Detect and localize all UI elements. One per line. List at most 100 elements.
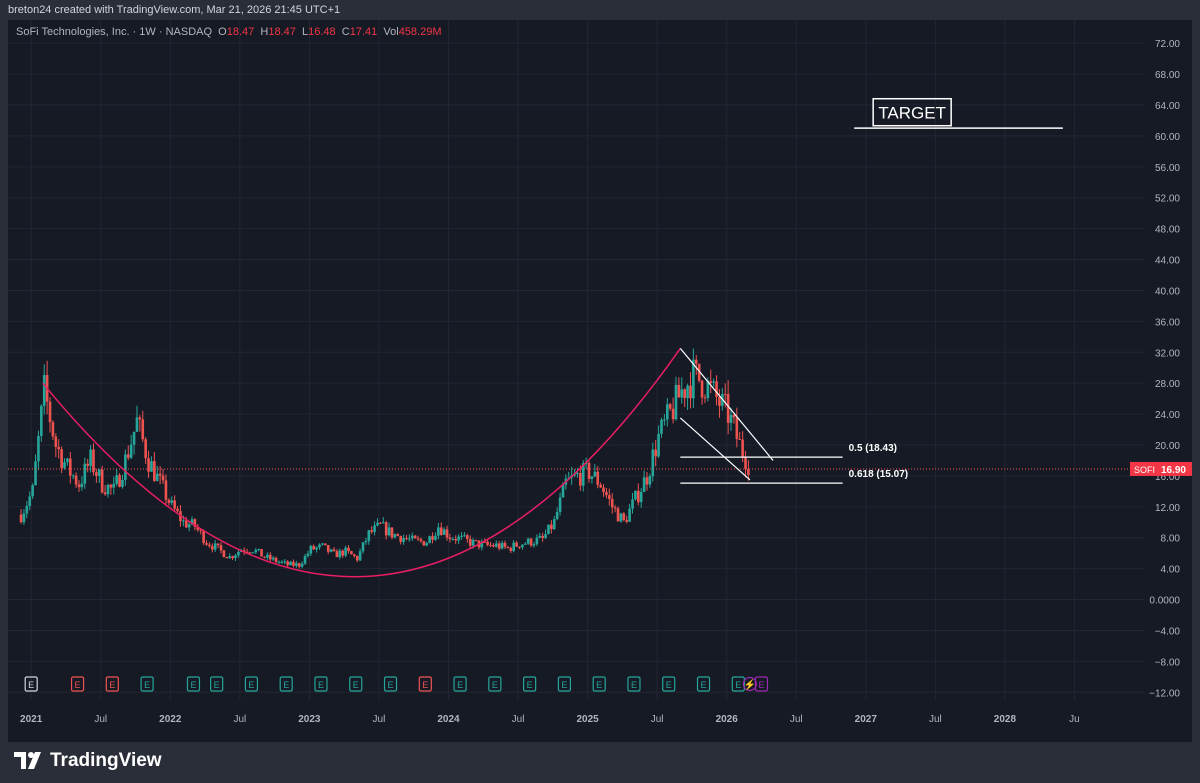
price-axis-label: 16.00 (1155, 472, 1180, 483)
earnings-icon: E (190, 680, 196, 690)
channel-lower-line[interactable] (679, 417, 751, 481)
candle-body (642, 477, 646, 493)
candle-body (112, 483, 116, 488)
candle-body (263, 556, 266, 558)
candle-body (428, 536, 431, 544)
earnings-marker[interactable] (105, 676, 119, 692)
dividend-marker[interactable] (742, 676, 757, 692)
candle-body (286, 561, 289, 566)
candle-body (526, 538, 530, 544)
earnings-marker[interactable] (627, 676, 641, 692)
candle-body (173, 500, 176, 509)
candle-body (451, 539, 455, 541)
price-axis-label: 32.00 (1155, 348, 1180, 359)
candle-body (251, 552, 255, 554)
volume-label: Vol (383, 26, 399, 38)
earnings-marker[interactable] (488, 676, 502, 692)
earnings-icon: E (75, 680, 81, 690)
earnings-marker[interactable] (210, 676, 224, 692)
earnings-marker[interactable] (383, 676, 398, 692)
price-axis-label: −8.00 (1155, 657, 1181, 668)
candle-body (744, 456, 747, 469)
earnings-marker[interactable] (140, 676, 154, 692)
time-axis-label: Jul (94, 714, 107, 725)
candle-body (712, 381, 715, 383)
candle-body (619, 513, 623, 522)
candle-body (683, 389, 686, 399)
candle-body (495, 543, 498, 547)
candle-body (170, 500, 174, 503)
candle-body (558, 497, 562, 513)
candle-body (268, 554, 272, 560)
candle-body (625, 519, 629, 522)
candle-body (97, 469, 101, 476)
price-tag[interactable] (1130, 461, 1192, 476)
earnings-marker[interactable] (349, 676, 363, 692)
earnings-marker[interactable] (523, 676, 537, 692)
candle-body (552, 519, 556, 530)
price-axis-label: 52.00 (1155, 194, 1180, 205)
channel-upper-line[interactable] (679, 348, 774, 461)
earnings-marker[interactable] (279, 676, 293, 692)
earnings-marker[interactable] (453, 676, 467, 692)
candle-body (187, 524, 191, 528)
candle-body (31, 485, 34, 497)
candle-body (219, 545, 223, 551)
time-axis-label: 2023 (298, 714, 321, 725)
earnings-marker[interactable] (314, 676, 328, 692)
candle-body (129, 444, 133, 458)
brand-name: TradingView (50, 750, 162, 771)
candle-body (309, 545, 313, 554)
earnings-marker[interactable] (696, 676, 711, 692)
earnings-marker[interactable] (557, 676, 572, 692)
candle-body (500, 542, 504, 549)
earnings-marker[interactable] (662, 676, 676, 692)
candle-body (155, 473, 159, 481)
tradingview-logo[interactable]: TradingView (14, 750, 162, 772)
candle-body (442, 529, 446, 535)
time-axis-label: 2026 (716, 714, 739, 725)
earnings-marker[interactable] (244, 676, 259, 692)
earnings-marker[interactable] (418, 676, 432, 692)
candle-body (509, 547, 513, 551)
earnings-icon: E (457, 680, 463, 690)
time-axis-label: Jul (233, 714, 246, 725)
candle-body (344, 547, 347, 556)
candle-body (706, 381, 710, 398)
candle-body (692, 359, 695, 399)
candle-body (381, 522, 385, 524)
earnings-marker[interactable] (24, 676, 38, 692)
candle-body (158, 473, 162, 476)
earnings-marker[interactable] (70, 676, 85, 692)
candle-body (280, 561, 284, 563)
candle-body (732, 414, 736, 418)
earnings-marker[interactable] (592, 676, 606, 692)
time-axis-label: 2024 (437, 714, 460, 725)
candle-body (529, 538, 533, 546)
tradingview-logo-icon (14, 752, 41, 769)
earnings-marker[interactable] (754, 676, 769, 692)
target-label-box[interactable] (872, 97, 952, 127)
candle-body (567, 477, 571, 479)
price-axis-label: 4.00 (1161, 565, 1181, 576)
candle-body (193, 519, 197, 527)
candle-body (480, 541, 484, 548)
cup-curve[interactable] (42, 347, 681, 578)
candle-body (726, 394, 730, 423)
candle-body (686, 385, 689, 399)
candle-body (538, 535, 542, 538)
chart-area[interactable]: −12.00 −8.00 −4.00 0.0000 4.00 8.00 12.00 16.00… (8, 20, 1192, 742)
candle-body (608, 495, 611, 499)
candle-body (439, 527, 443, 535)
time-axis-label: Jul (373, 714, 386, 725)
candle-body (437, 527, 440, 536)
candle-body (135, 417, 139, 432)
candle-body (593, 471, 597, 477)
earnings-icon: E (631, 680, 637, 690)
price-axis-label: 48.00 (1155, 225, 1180, 236)
candle-body (599, 484, 602, 488)
earnings-marker[interactable] (186, 676, 201, 692)
price-chart[interactable]: −12.00 −8.00 −4.00 0.0000 4.00 8.00 12.00 16.00… (8, 20, 1192, 742)
candle-body (266, 554, 269, 558)
earnings-marker[interactable] (731, 676, 745, 692)
